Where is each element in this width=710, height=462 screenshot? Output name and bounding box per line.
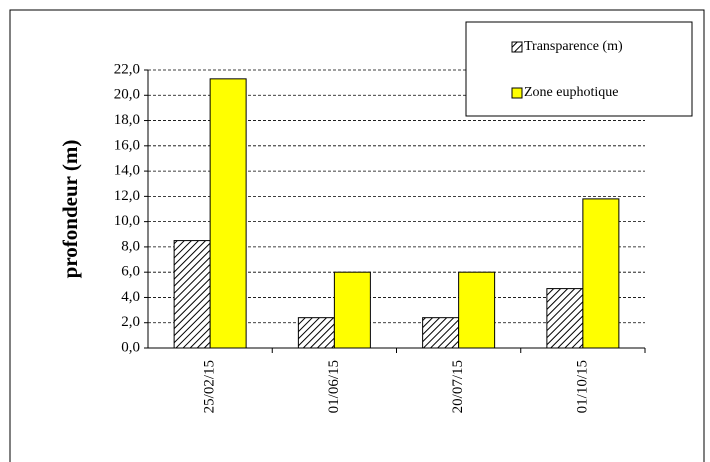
- bar: [422, 317, 460, 349]
- y-tick-label: 0,0: [121, 339, 140, 355]
- bar: [546, 288, 584, 349]
- legend-label: Zone euphotique: [524, 85, 618, 100]
- bar: [297, 317, 335, 349]
- y-tick-label: 16,0: [114, 137, 140, 153]
- x-tick-label: 25/02/15: [202, 360, 218, 413]
- x-tick-label: 20/07/15: [450, 360, 466, 413]
- legend-swatch: [511, 41, 523, 53]
- y-tick-label: 8,0: [121, 238, 140, 254]
- legend-box: [465, 21, 693, 117]
- y-tick-label: 18,0: [114, 112, 140, 128]
- y-tick-label: 20,0: [114, 87, 140, 103]
- x-tick-label: 01/06/15: [326, 360, 342, 413]
- y-tick-label: 14,0: [114, 163, 140, 179]
- y-axis-label: profondeur (m): [58, 140, 82, 279]
- bar: [209, 78, 247, 349]
- bar: [173, 240, 211, 349]
- y-tick-label: 6,0: [121, 264, 140, 280]
- bar: [458, 271, 496, 349]
- bar: [582, 198, 620, 349]
- legend-swatch: [511, 87, 523, 99]
- y-tick-label: 4,0: [121, 289, 140, 305]
- x-tick-label: 01/10/15: [574, 360, 590, 413]
- y-tick-label: 12,0: [114, 188, 140, 204]
- y-tick-label: 2,0: [121, 314, 140, 330]
- y-tick-label: 22,0: [114, 61, 140, 77]
- y-tick-label: 10,0: [114, 213, 140, 229]
- bar: [333, 271, 371, 349]
- legend-label: Transparence (m): [524, 39, 623, 54]
